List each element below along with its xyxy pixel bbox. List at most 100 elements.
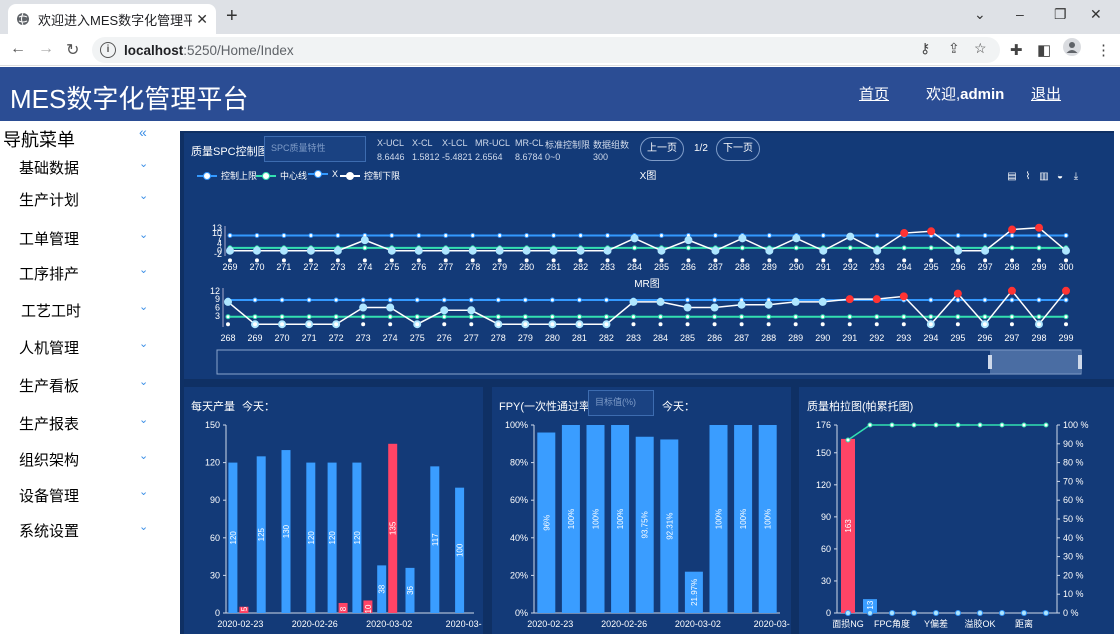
chevron-down-icon[interactable]: ⌄ — [139, 229, 149, 241]
series-line — [227, 289, 1067, 326]
data-point — [1009, 297, 1015, 303]
prev-page-button[interactable]: 上一页 — [640, 137, 684, 161]
minimize-icon[interactable]: – — [1016, 6, 1024, 22]
sidebar-item[interactable]: 设备管理 ⌄ — [0, 485, 156, 509]
spc-legend-item[interactable]: X — [308, 169, 338, 179]
x-tick-label: 274 — [357, 262, 372, 272]
x-tick-label: 299 — [1032, 262, 1047, 272]
fpy-target-input[interactable]: 目标值(%) — [588, 390, 654, 416]
data-point — [279, 297, 285, 303]
sidebar-item[interactable]: 生产看板 ⌄ — [0, 375, 156, 399]
data-point — [443, 258, 448, 263]
spc-legend-item[interactable]: 控制上限 — [197, 169, 257, 182]
x-tick-label: 2020-02-26 — [601, 619, 647, 629]
data-point — [929, 258, 934, 263]
restore-icon[interactable]: ◒ — [1056, 171, 1064, 182]
logout-link[interactable]: 退出 — [1031, 86, 1062, 103]
new-tab-button[interactable]: + — [226, 5, 238, 27]
reload-icon[interactable]: ↻ — [66, 42, 80, 59]
sidebar-item[interactable]: 工序排产 ⌄ — [0, 263, 156, 287]
data-point — [470, 258, 475, 263]
spc-stat-label: MR-CL — [515, 138, 544, 148]
sidebar-item[interactable]: 生产计划 ⌄ — [0, 189, 156, 213]
sidebar-item[interactable]: 工单管理 ⌄ — [0, 228, 156, 252]
tab-close-icon[interactable]: ✕ — [196, 10, 208, 27]
data-point — [576, 246, 585, 255]
data-point — [1008, 225, 1017, 234]
close-window-icon[interactable]: ✕ — [1090, 6, 1102, 22]
extensions-icon[interactable]: ✚ — [1010, 42, 1023, 59]
data-point — [1009, 322, 1014, 327]
legend-marker — [308, 169, 328, 179]
next-page-button[interactable]: 下一页 — [716, 137, 760, 161]
spc-characteristic-input[interactable]: SPC质量特性 — [264, 136, 366, 162]
sidebar-item[interactable]: 系统设置 ⌄ — [0, 520, 156, 544]
x-tick-label: 279 — [518, 333, 533, 343]
forward-icon[interactable]: → — [38, 40, 54, 57]
back-icon[interactable]: ← — [10, 40, 26, 57]
data-point — [792, 234, 801, 243]
home-link[interactable]: 首页 — [859, 86, 890, 103]
collapse-sidebar-icon[interactable]: « — [139, 124, 147, 140]
data-point — [603, 314, 609, 320]
line-chart-icon[interactable]: ⌇ — [1025, 171, 1031, 182]
y-tick-label: 150 — [205, 420, 220, 430]
browser-menu-icon[interactable]: ⋮ — [1096, 42, 1111, 59]
sidebar-item-label: 生产报表 — [19, 416, 80, 433]
x-tick-label: 292 — [869, 333, 884, 343]
chevron-down-icon[interactable]: ⌄ — [139, 190, 149, 202]
x-tick-label: 284 — [653, 333, 668, 343]
data-view-icon[interactable]: ▤ — [1007, 171, 1017, 182]
profile-avatar[interactable] — [1063, 38, 1081, 60]
sidebar-item[interactable]: 工艺工时 ⌄ — [0, 300, 156, 324]
info-icon[interactable]: i — [100, 42, 116, 58]
download-icon[interactable]: ⤓ — [1073, 171, 1079, 182]
chevron-down-icon[interactable]: ⌄ — [139, 414, 149, 426]
y-tick-label: 0 — [217, 246, 222, 256]
x-tick-label: 280 — [519, 262, 534, 272]
side-panel-icon[interactable]: ◧ — [1037, 42, 1052, 59]
spc-legend-label: 控制下限 — [364, 171, 401, 181]
zero-point — [1021, 610, 1027, 616]
zoom-slider-handle — [990, 350, 1080, 374]
dashboard: 质量SPC控制图 SPC质量特性 X-UCL 8.6446 X-CL 1.5812 X-… — [156, 121, 1120, 634]
bar-value-label: 8 — [339, 606, 348, 611]
tab-search-icon[interactable]: ⌄ — [974, 6, 986, 22]
sidebar-item[interactable]: 人机管理 ⌄ — [0, 337, 156, 361]
x-tick-label: 273 — [356, 333, 371, 343]
y-tick-label: 0 % — [1063, 608, 1079, 618]
sidebar-item[interactable]: 生产报表 ⌄ — [0, 413, 156, 437]
spc-legend-item[interactable]: 中心线 — [256, 169, 307, 182]
chevron-down-icon[interactable]: ⌄ — [139, 158, 149, 170]
data-point — [225, 314, 231, 320]
chevron-down-icon[interactable]: ⌄ — [139, 450, 149, 462]
data-point — [468, 246, 477, 255]
x-tick-label: 299 — [1058, 333, 1073, 343]
data-point — [253, 322, 258, 327]
bookmark-star-icon[interactable]: ☆ — [974, 40, 987, 56]
data-point — [630, 234, 639, 243]
chevron-down-icon[interactable]: ⌄ — [139, 486, 149, 498]
maximize-icon[interactable]: ❐ — [1054, 6, 1067, 22]
chevron-down-icon[interactable]: ⌄ — [139, 521, 149, 533]
x-tick-label: 275 — [410, 333, 425, 343]
key-icon[interactable]: ⚷ — [920, 40, 931, 56]
spc-stat-label: 数据组数 — [593, 140, 630, 150]
spc-legend-item[interactable]: 控制下限 — [340, 169, 400, 182]
chevron-down-icon[interactable]: ⌄ — [139, 376, 149, 388]
chevron-down-icon[interactable]: ⌄ — [139, 301, 149, 313]
data-point — [766, 322, 771, 327]
bar-value-label: 100% — [616, 509, 625, 529]
share-icon[interactable]: ⇪ — [948, 40, 960, 56]
data-point — [605, 233, 611, 239]
sidebar-item[interactable]: 基础数据 ⌄ — [0, 157, 156, 181]
data-point — [470, 233, 476, 239]
bar-chart-icon[interactable]: ▥ — [1039, 171, 1049, 182]
browser-tab[interactable]: 欢迎进入MES数字化管理平 ✕ — [8, 4, 216, 34]
chevron-down-icon[interactable]: ⌄ — [139, 338, 149, 350]
url-field[interactable]: i localhost:5250/Home/Index — [92, 37, 1000, 63]
bar-value-label: 13 — [866, 600, 875, 609]
data-point — [414, 314, 420, 320]
chevron-down-icon[interactable]: ⌄ — [139, 264, 149, 276]
sidebar-item[interactable]: 组织架构 ⌄ — [0, 449, 156, 473]
